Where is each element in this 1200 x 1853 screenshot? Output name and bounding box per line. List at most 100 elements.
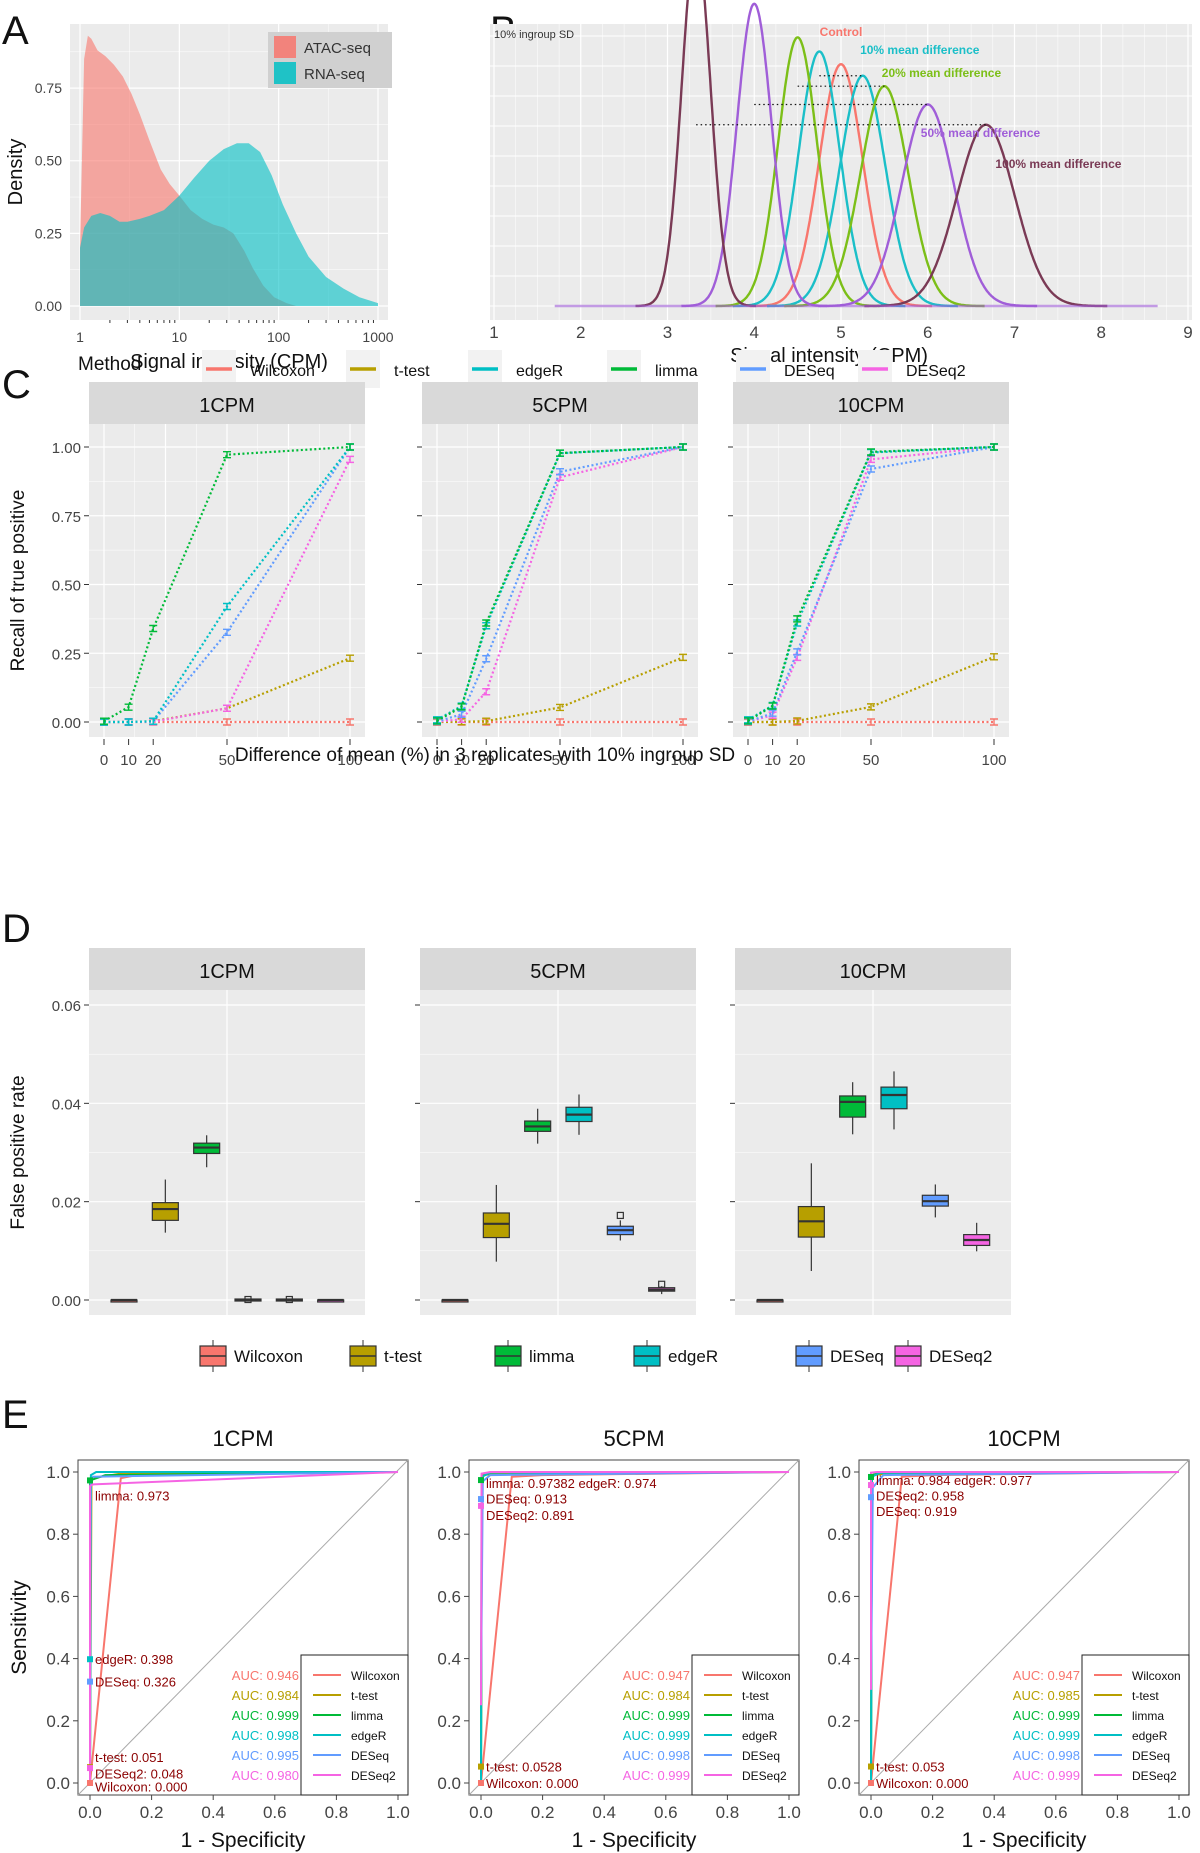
legend-label-edger: edgeR <box>742 1729 778 1743</box>
x-tick-label: 0 <box>433 752 441 769</box>
error-bar-t-test <box>556 703 564 712</box>
x-tick-label: 0.2 <box>140 1803 164 1822</box>
roc-plot-10cpm: 10CPM 0.0 0.2 0.4 0.6 0.8 1.0 0.0 0.2 0.4 0.6 0.8 1.… <box>827 1426 1190 1852</box>
roc-plot-1cpm: 1CPM 0.0 0.2 0.4 0.6 0.8 1.0 0.0 0.2 0.4 0.6 0.8 1.0… <box>46 1426 409 1852</box>
curve-label-diff50: 50% mean difference <box>921 126 1041 140</box>
x-tick-label: 0.4 <box>982 1803 1006 1822</box>
x-tick-label: 10 <box>453 752 470 769</box>
y-axis-title: False positive rate <box>8 1075 29 1229</box>
auc-label-limma: AUC: 0.999 <box>232 1708 299 1723</box>
error-bar-wilcoxon <box>679 718 687 726</box>
auc-label-edger: AUC: 0.999 <box>1013 1728 1080 1743</box>
auc-label-wilcoxon: AUC: 0.947 <box>1013 1668 1080 1683</box>
threshold-point-deseq2 <box>478 1502 484 1509</box>
y-tick-label: 0.8 <box>437 1525 461 1544</box>
x-tick-label: 9 <box>1183 323 1192 342</box>
legend-label-wilcoxon: Wilcoxon <box>742 1669 791 1683</box>
facet-strip <box>735 948 1011 990</box>
roc-title: 10CPM <box>987 1426 1060 1451</box>
error-bar-deseq <box>793 648 802 656</box>
threshold-label: Wilcoxon: 0.000 <box>876 1776 969 1791</box>
legend-label-wilcoxon: Wilcoxon <box>234 1347 303 1366</box>
legend-label-limma: limma <box>1132 1709 1164 1723</box>
error-bar-wilcoxon <box>556 718 564 726</box>
threshold-label: Wilcoxon: 0.000 <box>486 1776 579 1791</box>
error-bar-t-test <box>768 718 777 726</box>
box-body <box>839 1095 867 1118</box>
threshold-point-limma <box>868 1473 874 1480</box>
y-tick-label: 0.6 <box>46 1587 70 1606</box>
density-curve-diff20 <box>715 36 880 308</box>
panel-label-e: E <box>2 1393 29 1437</box>
outlier-point <box>616 1211 624 1220</box>
y-tick-label: 1.00 <box>52 440 81 457</box>
legend-label-limma: limma <box>655 363 698 380</box>
threshold-label: t-test: 0.053 <box>876 1760 945 1775</box>
curve-label-diff20: 20% mean difference <box>882 66 1002 80</box>
panel-label-a: A <box>2 9 29 53</box>
diagonal-reference <box>77 1459 409 1796</box>
box-deseq <box>921 1184 949 1218</box>
legend-label-deseq2: DESeq2 <box>742 1769 787 1783</box>
x-tick-label: 100 <box>337 752 362 769</box>
threshold-point-deseq <box>478 1496 484 1503</box>
y-axis-title: Sensitivity <box>8 1580 31 1675</box>
threshold-label: limma: 0.984 edgeR: 0.977 <box>876 1473 1032 1488</box>
y-tick-label: 0.25 <box>35 225 62 241</box>
series-line-edger <box>104 446 351 724</box>
y-tick-label: 1.0 <box>46 1463 70 1482</box>
x-tick-label: 10 <box>120 752 137 769</box>
series-line-deseq <box>104 446 351 724</box>
x-tick-label: 8 <box>1097 323 1106 342</box>
error-bar-edger <box>149 717 158 725</box>
roc-curve-deseq2 <box>89 1471 399 1783</box>
legend-label-deseq: DESeq <box>830 1347 884 1366</box>
facet-strip-label: 10CPM <box>838 395 905 417</box>
legend-box <box>691 1654 800 1796</box>
legend-label-edger: edgeR <box>668 1347 718 1366</box>
roc-plot-5cpm: 5CPM 0.0 0.2 0.4 0.6 0.8 1.0 0.0 0.2 0.4 0.6 0.8 1.0… <box>437 1426 800 1852</box>
x-axis-title: 1 - Specificity <box>572 1829 697 1852</box>
threshold-label: DESeq: 0.913 <box>486 1491 567 1506</box>
legend-title: Method <box>78 354 141 375</box>
y-tick-label: 0.2 <box>437 1712 461 1731</box>
series-line-limma <box>103 445 351 723</box>
error-bar-limma <box>346 443 354 451</box>
y-tick-label: 0.8 <box>827 1525 851 1544</box>
roc-title: 1CPM <box>212 1426 273 1451</box>
facet-strip <box>420 948 696 990</box>
error-bar-t-test <box>482 717 491 725</box>
panel-e: E 1CPM 0.0 0.2 0.4 0.6 0.8 1.0 0.0 0.2 0.4 0.6 0.8 1.… <box>2 1393 1191 1852</box>
error-bar-limma <box>457 703 466 711</box>
box-body <box>880 1086 908 1110</box>
x-tick-label: 0.0 <box>469 1803 493 1822</box>
error-bar-t-test <box>346 654 354 662</box>
auc-label-deseq: AUC: 0.998 <box>1013 1748 1080 1763</box>
error-bar-deseq <box>556 468 564 476</box>
y-tick-label: 0.0 <box>437 1774 461 1793</box>
auc-label-deseq2: AUC: 0.999 <box>623 1768 690 1783</box>
x-tick-label: 0.6 <box>654 1803 678 1822</box>
error-bar-limma <box>100 717 108 725</box>
threshold-label: t-test: 0.051 <box>95 1750 164 1765</box>
density-curve-diff10 <box>767 74 958 308</box>
y-tick-label: 0.50 <box>52 578 81 595</box>
legend-box <box>300 1654 409 1796</box>
x-tick-label: 0.4 <box>201 1803 225 1822</box>
diagonal-reference <box>468 1459 800 1796</box>
y-tick-label: 0.2 <box>827 1712 851 1731</box>
box-edger <box>880 1071 908 1130</box>
x-tick-label: 10 <box>764 752 781 769</box>
box-body <box>151 1202 179 1221</box>
legend-key-atac-seq <box>274 36 296 58</box>
outlier-point <box>658 1280 666 1288</box>
diagonal-reference <box>858 1459 1190 1796</box>
series-line-deseq2 <box>104 458 351 724</box>
auc-label-deseq2: AUC: 0.999 <box>1013 1768 1080 1783</box>
x-tick-label: 50 <box>863 752 880 769</box>
legend-label: RNA-seq <box>304 66 365 83</box>
annotation-ingroup-sd: 10% ingroup SD <box>494 29 574 41</box>
x-tick-label: 100 <box>981 752 1006 769</box>
legend-label-deseq: DESeq <box>351 1749 389 1763</box>
